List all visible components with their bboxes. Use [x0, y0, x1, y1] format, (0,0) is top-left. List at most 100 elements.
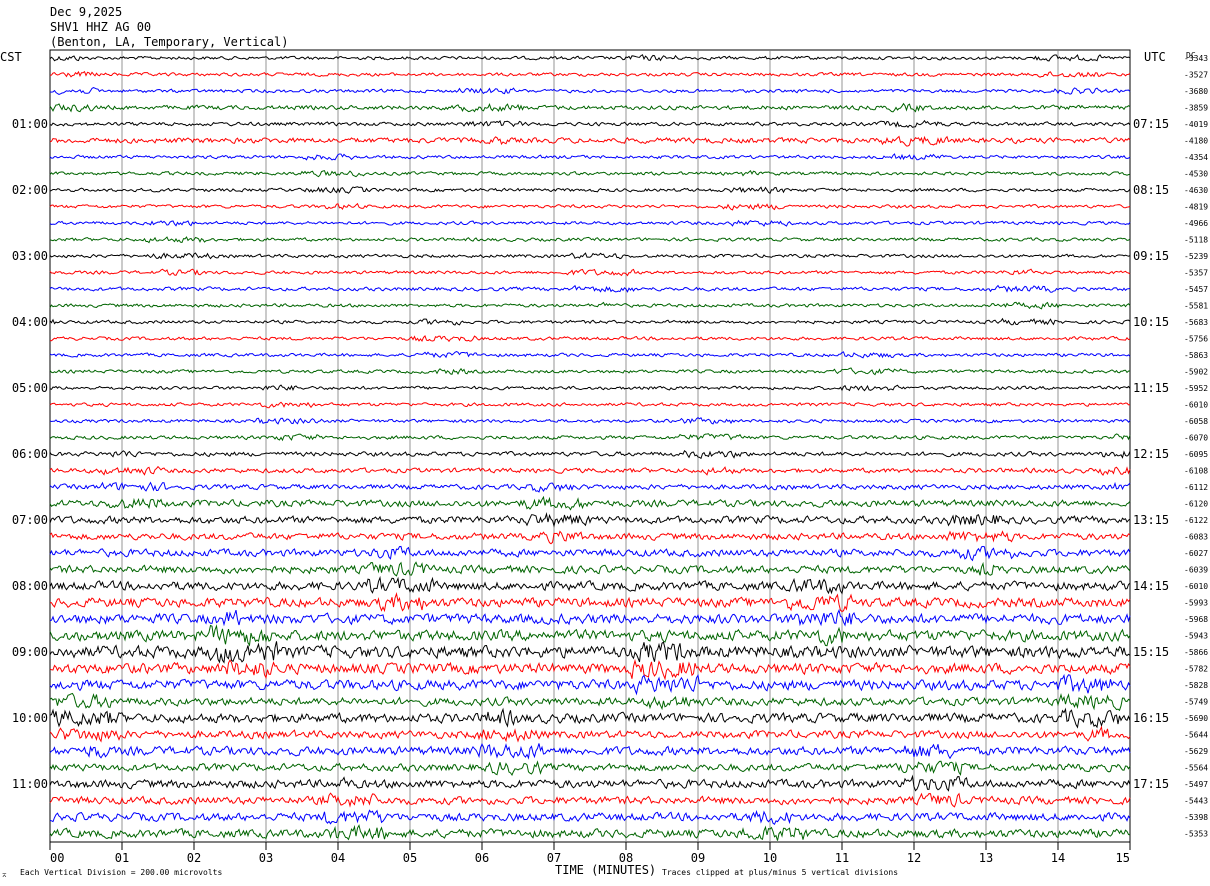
dc-offset-label: -6058: [1184, 417, 1208, 426]
dc-offset-label: -4354: [1184, 153, 1208, 162]
trace-line: [49, 54, 1131, 62]
left-time-label: 09:00: [12, 645, 48, 659]
dc-offset-label: -6083: [1184, 533, 1208, 542]
dc-offset-label: -6112: [1184, 483, 1208, 492]
trace-line: [49, 284, 1131, 293]
trace-line: [49, 135, 1131, 147]
trace-line: [49, 186, 1131, 195]
dc-offset-label: -3343: [1184, 54, 1208, 63]
x-axis-title: TIME (MINUTES): [555, 863, 656, 877]
right-time-label: 07:15: [1133, 117, 1169, 131]
dc-offset-label: -5690: [1184, 714, 1208, 723]
left-time-label: 03:00: [12, 249, 48, 263]
x-tick-label: 09: [691, 851, 705, 865]
trace-line: [49, 512, 1131, 528]
right-time-label: 16:15: [1133, 711, 1169, 725]
trace-line: [49, 673, 1131, 696]
left-time-label: 01:00: [12, 117, 48, 131]
trace-line: [49, 624, 1131, 647]
dc-offset-label: -5353: [1184, 830, 1208, 839]
dc-offset-label: -5749: [1184, 698, 1208, 707]
dc-offset-label: -5239: [1184, 252, 1208, 261]
trace-line: [49, 481, 1131, 493]
trace-line: [49, 742, 1131, 760]
trace-line: [49, 495, 1131, 511]
x-tick-label: 07: [547, 851, 561, 865]
trace-line: [49, 350, 1131, 359]
trace-line: [49, 401, 1131, 409]
x-tick-label: 04: [331, 851, 345, 865]
right-time-label: 17:15: [1133, 777, 1169, 791]
trace-line: [49, 119, 1131, 129]
scale-note: Each Vertical Division = 200.00 microvol…: [20, 868, 222, 877]
dc-offset-label: -6010: [1184, 582, 1208, 591]
dc-offset-label: -6122: [1184, 516, 1208, 525]
station-code: SHV1 HHZ AG 00: [50, 20, 151, 34]
dc-offset-label: -6108: [1184, 467, 1208, 476]
dc-offset-label: -6095: [1184, 450, 1208, 459]
left-time-label: 07:00: [12, 513, 48, 527]
dc-offset-label: -3527: [1184, 71, 1208, 80]
x-tick-label: 14: [1051, 851, 1065, 865]
trace-line: [49, 707, 1131, 729]
dc-offset-label: -5756: [1184, 335, 1208, 344]
x-tick-label: 15: [1116, 851, 1130, 865]
right-timezone-label: UTC: [1144, 50, 1166, 64]
dc-offset-label: -4530: [1184, 170, 1208, 179]
x-axis: 00 01 02 03 04 05 06 07 08 09 10 11 12 13 14 15: [49, 842, 1131, 865]
dc-offset-label: -5457: [1184, 285, 1208, 294]
trace-line: [49, 202, 1131, 211]
right-time-label: 09:15: [1133, 249, 1169, 263]
x-tick-label: 11: [835, 851, 849, 865]
dc-offset-label: -4819: [1184, 203, 1208, 212]
left-time-label: 10:00: [12, 711, 48, 725]
x-tick-label: 10: [763, 851, 777, 865]
dc-offset-label: -6120: [1184, 500, 1208, 509]
dc-offset-label: -5828: [1184, 681, 1208, 690]
trace-line: [49, 450, 1131, 460]
trace-line: [49, 417, 1131, 425]
trace-line: [49, 301, 1131, 310]
dc-offset-label: -5866: [1184, 648, 1208, 657]
dc-offset-label: -4180: [1184, 137, 1208, 146]
right-time-label: 08:15: [1133, 183, 1169, 197]
station-location: (Benton, LA, Temporary, Vertical): [50, 35, 288, 49]
trace-line: [49, 236, 1131, 244]
x-tick-label: 06: [475, 851, 489, 865]
dc-offset-label: -5952: [1184, 384, 1208, 393]
dc-offset-label: -5118: [1184, 236, 1208, 245]
trace-line: [49, 433, 1131, 442]
trace-line: [49, 561, 1131, 577]
trace-line: [49, 725, 1131, 743]
trace-line: [49, 530, 1131, 545]
right-time-label: 11:15: [1133, 381, 1169, 395]
dc-offset-label: -3680: [1184, 87, 1208, 96]
dc-offset-label: -4966: [1184, 219, 1208, 228]
x-tick-label: 01: [115, 851, 129, 865]
trace-line: [49, 384, 1131, 392]
left-time-label: 05:00: [12, 381, 48, 395]
left-timezone-label: CST: [0, 50, 22, 64]
trace-line: [49, 658, 1131, 681]
dc-offset-label: -3859: [1184, 104, 1208, 113]
dc-offset-label: -5581: [1184, 302, 1208, 311]
trace-line: [49, 335, 1131, 343]
trace-line: [49, 760, 1131, 776]
dc-offset-label: -5497: [1184, 780, 1208, 789]
dc-offset-label: -5683: [1184, 318, 1208, 327]
trace-line: [49, 169, 1131, 178]
left-time-label: 04:00: [12, 315, 48, 329]
dc-offset-label: -6027: [1184, 549, 1208, 558]
dc-offset-label: -6070: [1184, 434, 1208, 443]
dc-offset-label: -5357: [1184, 269, 1208, 278]
dc-offset-label: -5398: [1184, 813, 1208, 822]
dc-offset-label: -4630: [1184, 186, 1208, 195]
trace-line: [49, 591, 1131, 613]
trace-group: [49, 54, 1131, 841]
trace-line: [49, 102, 1131, 113]
right-time-label: 13:15: [1133, 513, 1169, 527]
dc-offset-label: -5968: [1184, 615, 1208, 624]
dc-offset-label: -5902: [1184, 368, 1208, 377]
left-time-label: 08:00: [12, 579, 48, 593]
clip-note: Traces clipped at plus/minus 5 vertical …: [662, 868, 898, 877]
